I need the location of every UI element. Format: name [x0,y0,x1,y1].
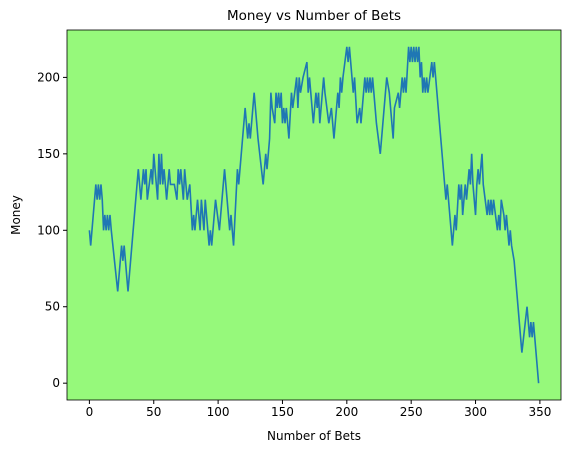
y-tick-label: 200 [37,70,60,84]
plot-background [67,30,561,400]
x-tick-label: 100 [207,405,230,419]
x-tick-label: 50 [146,405,161,419]
y-tick-label: 100 [37,223,60,237]
x-axis-label: Number of Bets [267,429,361,443]
y-tick-label: 0 [52,376,60,390]
x-tick-label: 350 [528,405,551,419]
y-axis-label: Money [9,195,23,235]
axes-frame [66,29,562,401]
line-series [88,46,540,384]
x-tick-label: 200 [335,405,358,419]
y-tick-label: 50 [45,300,60,314]
x-tick-label: 250 [400,405,423,419]
x-tick-label: 150 [271,405,294,419]
chart-title: Money vs Number of Bets [227,8,401,24]
y-tick-label: 150 [37,147,60,161]
x-tick-label: 0 [86,405,94,419]
x-tick-label: 300 [464,405,487,419]
